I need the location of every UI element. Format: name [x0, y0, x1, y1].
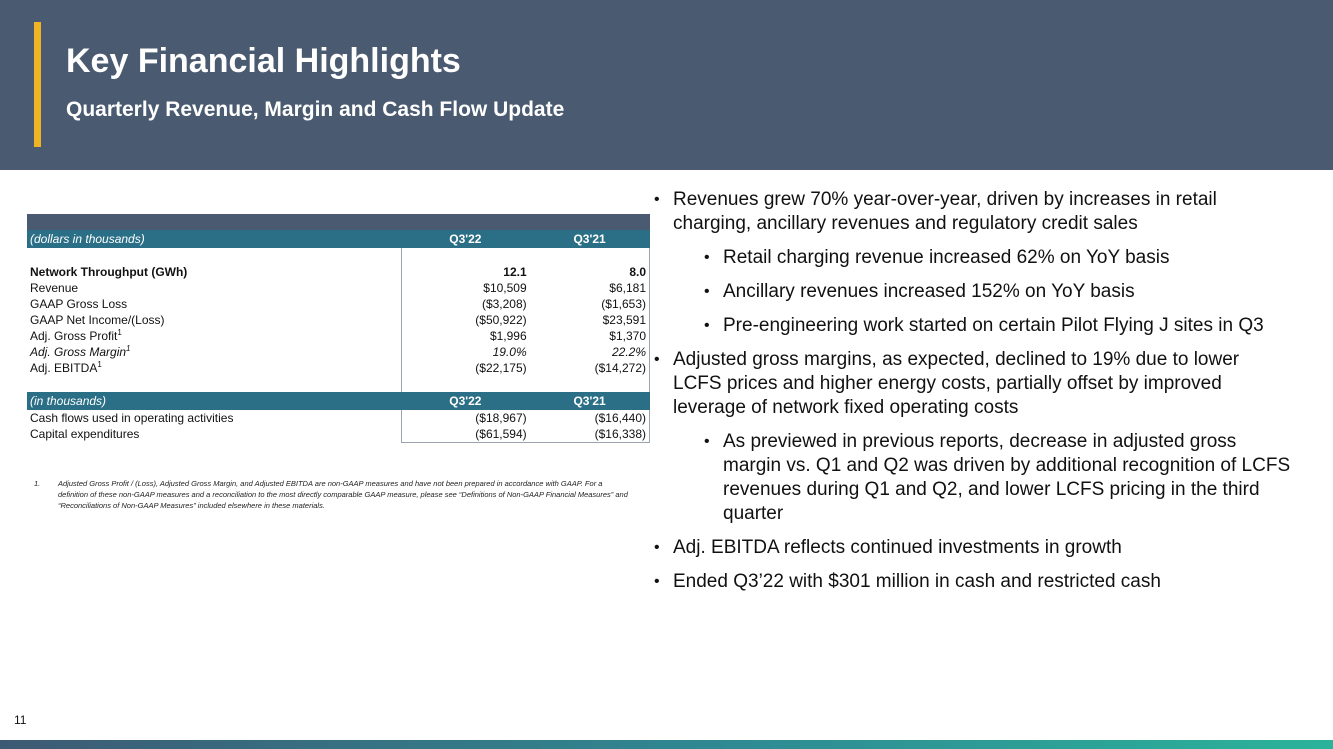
bullet-dot: • [704, 317, 710, 334]
sub-bullet-item: • Ancillary revenues increased 152% on Yo… [704, 281, 1135, 302]
bullet-dot: • [654, 539, 660, 556]
footnote-marker: 1 [97, 360, 102, 369]
row-label: Adj. EBITDA1 [30, 360, 102, 376]
table-row: Cash flows used in operating activities … [27, 410, 650, 426]
page-subtitle: Quarterly Revenue, Margin and Cash Flow … [66, 98, 565, 121]
sub-bullet-item: • As previewed in previous reports, decre… [704, 431, 1291, 524]
row-value-q3-22: 12.1 [400, 264, 530, 280]
bullet-item: • Adj. EBITDA reflects continued investme… [654, 537, 1122, 558]
row-label: GAAP Net Income/(Loss) [30, 313, 165, 327]
table-header-col1: Q3'22 [401, 392, 530, 410]
table-header-col2: Q3'21 [529, 392, 650, 410]
row-value-q3-21: ($16,440) [529, 410, 650, 426]
table-row: Capital expenditures ($61,594) ($16,338) [27, 426, 650, 443]
row-value-q3-22: ($50,922) [400, 312, 530, 328]
header-banner: Key Financial Highlights Quarterly Reven… [0, 0, 1333, 170]
table-row: GAAP Gross Loss ($3,208) ($1,653) [27, 296, 650, 312]
accent-bar [34, 22, 41, 147]
footer-gradient-bar [0, 740, 1333, 749]
footnote: 1. Adjusted Gross Profit / (Loss), Adjus… [34, 478, 634, 511]
row-value-q3-21: $1,370 [529, 328, 650, 344]
bullet-item: • Revenues grew 70% year-over-year, drive… [654, 189, 1217, 234]
bullet-dot: • [654, 573, 660, 590]
row-label: Adj. Gross Profit1 [30, 328, 122, 344]
bullet-dot: • [654, 351, 660, 368]
bullet-item: • Adjusted gross margins, as expected, de… [654, 349, 1240, 418]
row-value-q3-22: ($61,594) [400, 426, 530, 443]
table-row: Adj. Gross Profit1 $1,996 $1,370 [27, 328, 650, 344]
row-value-q3-22: $10,509 [400, 280, 530, 296]
row-label: Revenue [30, 281, 79, 295]
footnote-number: 1. [34, 479, 41, 488]
row-value-q3-22: ($3,208) [400, 296, 530, 312]
footnote-text: Adjusted Gross Profit / (Loss), Adjusted… [58, 479, 628, 510]
bullet-dot: • [704, 433, 710, 450]
row-value-q3-22: $1,996 [400, 328, 530, 344]
row-value-q3-21: ($16,338) [529, 426, 650, 443]
bullet-list: • Revenues grew 70% year-over-year, drive… [652, 188, 1292, 604]
footnote-marker: 1 [126, 344, 131, 353]
row-value-q3-21: $23,591 [529, 312, 650, 328]
sub-bullet-item: • Pre-engineering work started on certain… [704, 315, 1264, 336]
table-spacer [27, 248, 650, 264]
row-label: Cash flows used in operating activities [30, 411, 234, 425]
row-value-q3-21: ($14,272) [529, 360, 650, 376]
row-value-q3-21: $6,181 [529, 280, 650, 296]
bullet-dot: • [654, 191, 660, 208]
table-row: Network Throughput (GWh) 12.1 8.0 [27, 264, 650, 280]
row-value-q3-21: 8.0 [529, 264, 650, 280]
row-value-q3-22: 19.0% [400, 344, 530, 360]
table-header-col1: Q3'22 [401, 230, 530, 248]
row-value-q3-21: ($1,653) [529, 296, 650, 312]
row-value-q3-22: ($22,175) [400, 360, 530, 376]
footnote-marker: 1 [117, 328, 122, 337]
row-label: Adj. Gross Margin1 [30, 344, 131, 360]
table-spacer [27, 376, 650, 392]
table-top-band [27, 214, 650, 230]
bullet-item: • Ended Q3’22 with $301 million in cash a… [654, 571, 1161, 592]
row-label: Capital expenditures [30, 427, 140, 442]
row-label: Network Throughput (GWh) [30, 265, 188, 279]
bullet-dot: • [704, 249, 710, 266]
sub-bullet-item: • Retail charging revenue increased 62% o… [704, 247, 1170, 268]
page-number: 11 [14, 713, 27, 727]
table-header-row: (in thousands) Q3'22 Q3'21 [27, 392, 650, 410]
bullet-dot: • [704, 283, 710, 300]
page-title: Key Financial Highlights [66, 42, 461, 80]
table-header-label: (in thousands) [27, 392, 402, 410]
table-row: Adj. EBITDA1 ($22,175) ($14,272) [27, 360, 650, 376]
row-value-q3-21: 22.2% [529, 344, 650, 360]
row-value-q3-22: ($18,967) [400, 410, 530, 426]
table-header-row: (dollars in thousands) Q3'22 Q3'21 [27, 230, 650, 248]
table-header-label: (dollars in thousands) [27, 230, 402, 248]
table-row: GAAP Net Income/(Loss) ($50,922) $23,591 [27, 312, 650, 328]
financial-table: (dollars in thousands) Q3'22 Q3'21 Netwo… [27, 214, 650, 443]
table-header-col2: Q3'21 [529, 230, 650, 248]
table-row: Adj. Gross Margin1 19.0% 22.2% [27, 344, 650, 360]
table-row: Revenue $10,509 $6,181 [27, 280, 650, 296]
row-label: GAAP Gross Loss [30, 297, 128, 311]
